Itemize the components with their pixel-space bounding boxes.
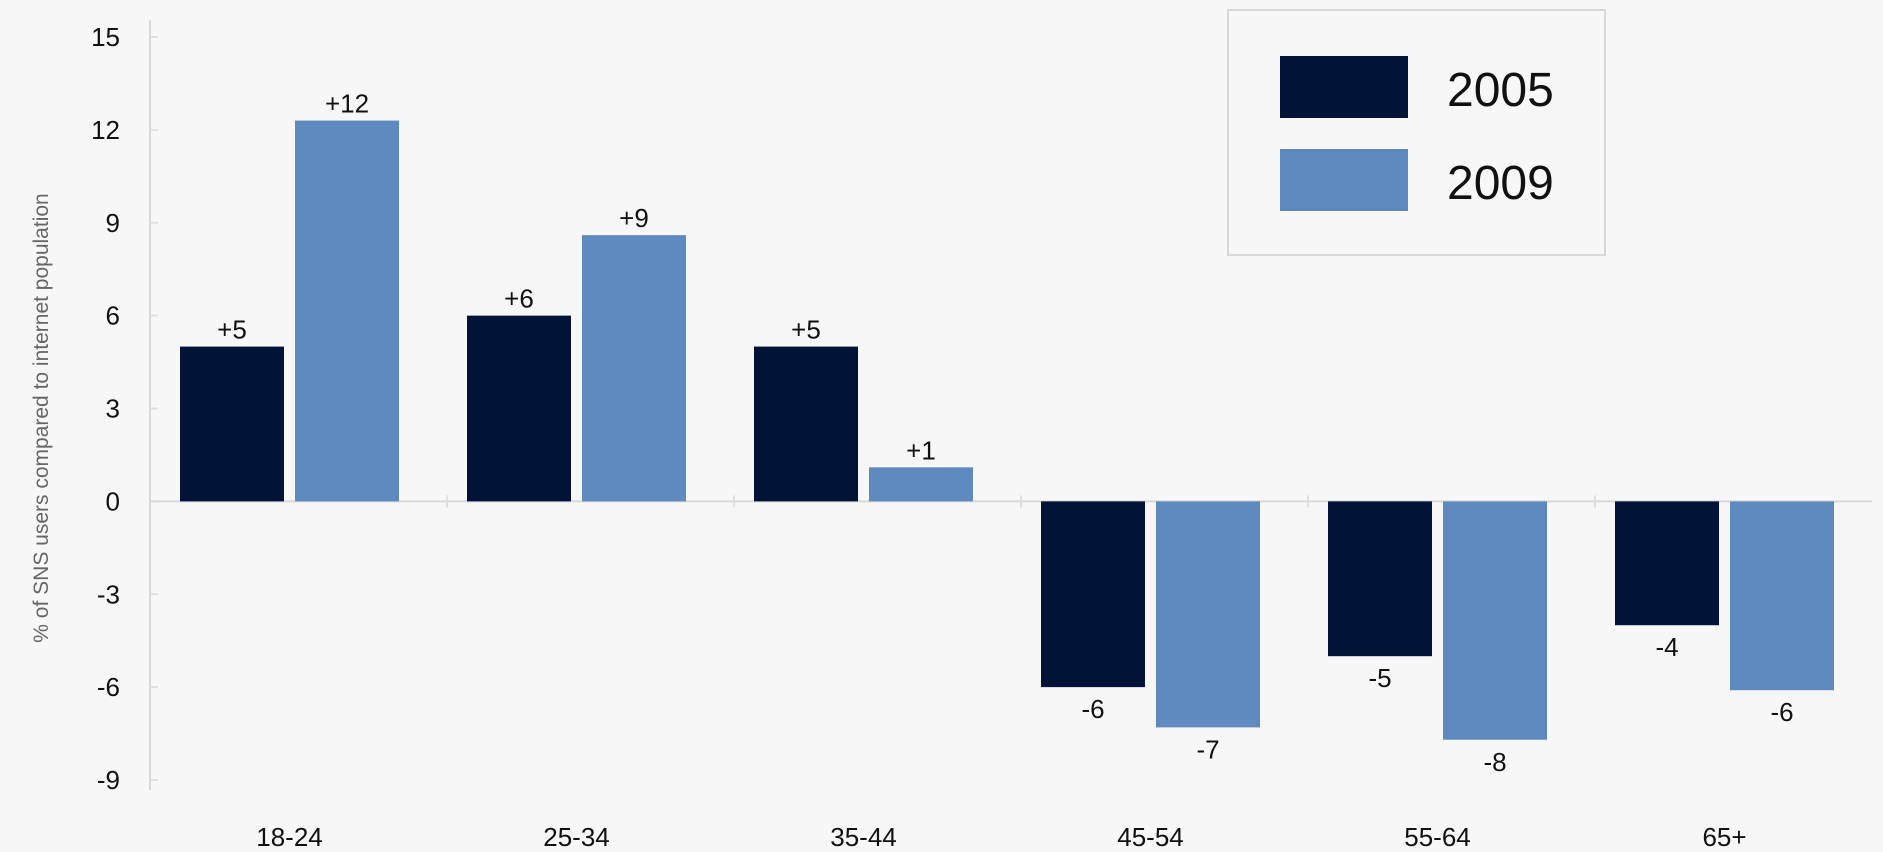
x-tick-label-35-44: 35-44 [830,822,897,852]
bar-2005-18-24 [180,346,284,502]
y-axis: 15 12 9 6 3 0 -3 -6 -9 [91,20,158,795]
data-label-2005-45-54: -6 [1081,694,1104,724]
y-tick-label-9: 9 [106,208,120,238]
bar-2009-45-54 [1156,501,1260,728]
bar-2009-65plus [1730,501,1834,691]
data-label-2009-35-44: +1 [906,435,936,465]
y-tick-label-12: 12 [91,115,120,145]
x-tick-label-65plus: 65+ [1702,822,1746,852]
bar-2005-65plus [1615,501,1719,626]
bar-2009-35-44 [869,467,973,502]
x-axis: 18-24 25-34 35-44 45-54 55-64 65+ [150,495,1872,852]
y-tick-label-6: 6 [106,301,120,331]
y-tick-label-3: 3 [106,394,120,424]
x-tick-label-45-54: 45-54 [1117,822,1184,852]
data-label-2009-45-54: -7 [1196,734,1219,764]
y-tick-label-6: -6 [97,672,120,702]
y-tick-label-9: -9 [97,765,120,795]
legend: 2005 2009 [1227,9,1606,256]
x-tick-label-55-64: 55-64 [1404,822,1471,852]
data-label-2005-55-64: -5 [1368,663,1391,693]
bar-2005-35-44 [754,346,858,502]
data-label-2009-18-24: +12 [325,89,369,119]
bar-2005-25-34 [467,315,571,502]
legend-swatch-2005 [1280,56,1408,118]
y-tick-label-15: 15 [91,22,120,52]
y-axis-title: % of SNS users compared to internet popu… [30,193,53,642]
x-tick-label-25-34: 25-34 [543,822,610,852]
y-tick-label-0: 0 [106,486,120,516]
data-label-2005-65plus: -4 [1655,632,1678,662]
data-label-2005-25-34: +6 [504,284,534,314]
bar-2005-45-54 [1041,501,1145,688]
bar-2009-18-24 [295,120,399,502]
data-label-2009-55-64: -8 [1483,747,1506,777]
data-label-2005-35-44: +5 [791,315,821,345]
data-labels: +5 +12 +6 +9 +5 +1 -6 -7 -5 -8 -4 -6 [217,89,1793,777]
data-label-2009-65plus: -6 [1770,697,1793,727]
bars [180,120,1834,740]
x-tick-label-18-24: 18-24 [256,822,323,852]
legend-swatch-2009 [1280,149,1408,211]
bar-2009-25-34 [582,235,686,502]
y-tick-label-3: -3 [97,579,120,609]
bar-2005-55-64 [1328,501,1432,657]
legend-label-2005: 2005 [1447,64,1554,117]
legend-label-2009: 2009 [1447,157,1554,210]
data-label-2005-18-24: +5 [217,315,247,345]
data-label-2009-25-34: +9 [619,203,649,233]
legend-box [1227,9,1606,256]
bar-2009-55-64 [1443,501,1547,740]
